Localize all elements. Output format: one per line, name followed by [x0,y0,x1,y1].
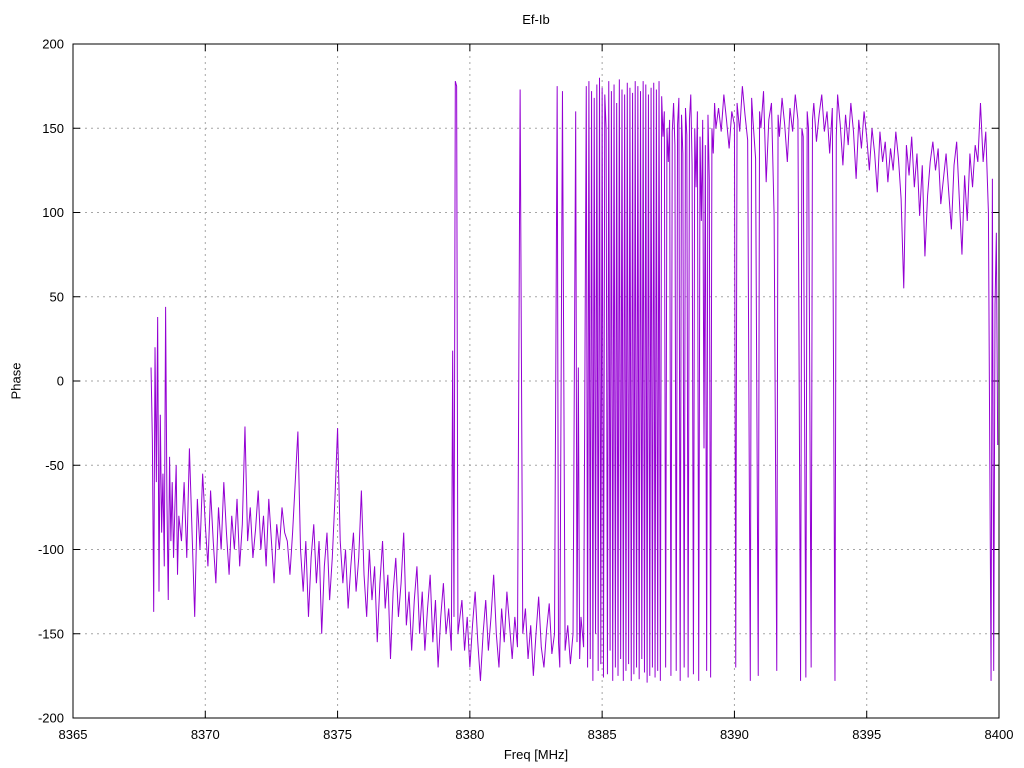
x-tick-label: 8370 [191,727,220,742]
y-tick-label: 150 [42,121,64,136]
chart-title: Ef-Ib [522,12,550,27]
y-tick-label: 50 [50,289,64,304]
x-tick-label: 8375 [323,727,352,742]
y-tick-label: 0 [57,374,64,389]
x-tick-label: 8365 [59,727,88,742]
data-line-phase [150,77,999,683]
x-tick-label: 8385 [588,727,617,742]
x-tick-label: 8395 [852,727,881,742]
y-tick-label: 100 [42,205,64,220]
y-tick-label: -200 [38,711,64,726]
y-tick-label: 200 [42,37,64,52]
y-tick-label: -150 [38,626,64,641]
x-tick-label: 8400 [985,727,1014,742]
x-tick-label: 8390 [720,727,749,742]
x-tick-label: 8380 [455,727,484,742]
y-tick-label: -50 [45,458,64,473]
y-axis-title: Phase [8,362,24,400]
y-tick-label: -100 [38,542,64,557]
x-axis-title: Freq [MHz] [503,747,569,762]
